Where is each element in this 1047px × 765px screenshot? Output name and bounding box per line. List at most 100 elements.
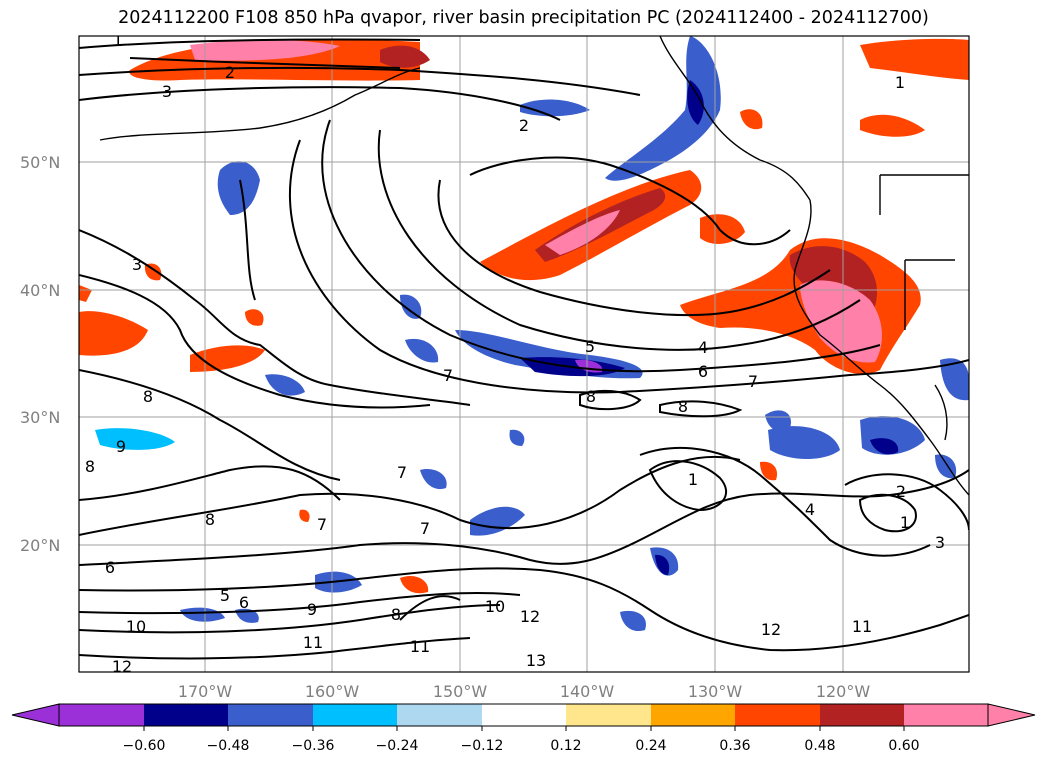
colorbar-segment xyxy=(566,704,651,726)
contour-label: 7 xyxy=(748,372,758,391)
shade-negative xyxy=(95,428,175,450)
map-title: 2024112200 F108 850 hPa qvapor, river ba… xyxy=(118,8,929,28)
colorbar-tick-label: 0.36 xyxy=(719,738,750,754)
shade-positive xyxy=(79,311,148,356)
contour-label: 4 xyxy=(805,500,815,519)
shade-positive xyxy=(79,285,92,302)
colorbar-tick-label: −0.12 xyxy=(461,738,504,754)
lon-label: 170°W xyxy=(178,682,233,701)
lon-label: 140°W xyxy=(560,682,615,701)
lon-label: 130°W xyxy=(688,682,743,701)
shade-negative xyxy=(935,454,957,479)
colorbar-tick-label: 0.12 xyxy=(550,738,581,754)
contour-label: 8 xyxy=(143,387,153,406)
map-frame xyxy=(78,35,970,673)
contour-label: 7 xyxy=(317,515,327,534)
shade-negative xyxy=(470,506,525,536)
shade-positive xyxy=(700,214,745,244)
contour-label: 11 xyxy=(852,617,872,636)
shade-positive xyxy=(860,38,969,80)
shade-negative xyxy=(405,338,439,363)
lon-label: 120°W xyxy=(816,682,871,701)
colorbar-tick-label: 0.24 xyxy=(635,738,666,754)
shade-negative xyxy=(217,161,260,215)
latitude-labels: 50°N 40°N 30°N 20°N xyxy=(20,153,60,555)
colorbar-ticks xyxy=(143,726,905,731)
shade-positive xyxy=(190,345,265,372)
contour-label: 7 xyxy=(443,366,453,385)
contour-label: 6 xyxy=(239,593,249,612)
contour-label: 8 xyxy=(586,387,596,406)
colorbar-tick-label: −0.36 xyxy=(292,738,335,754)
colorbar: −0.60 −0.48 −0.36 −0.24 −0.12 0.12 0.24 … xyxy=(11,703,1036,754)
contour-label: 8 xyxy=(391,605,401,624)
contour-label: 7 xyxy=(420,519,430,538)
shade-positive xyxy=(245,309,264,326)
shade-positive xyxy=(545,210,620,255)
contour-label: 2 xyxy=(896,482,906,501)
colorbar-segment xyxy=(904,704,988,726)
shade-negative xyxy=(620,610,646,632)
contour-label: 12 xyxy=(520,607,540,626)
lon-label: 160°W xyxy=(305,682,360,701)
colorbar-tick-label: −0.24 xyxy=(376,738,419,754)
shade-positive xyxy=(190,39,340,61)
contour-lines xyxy=(79,38,969,660)
shade-negative xyxy=(655,554,670,575)
shade-negative xyxy=(870,438,899,455)
colorbar-tick-label: −0.60 xyxy=(123,738,166,754)
contour-label: 3 xyxy=(132,255,142,274)
colorbar-segment xyxy=(228,704,313,726)
contour-label: 8 xyxy=(205,510,215,529)
shade-positive xyxy=(860,114,925,137)
contour-label: 4 xyxy=(698,338,708,357)
contour-label: 13 xyxy=(526,651,546,670)
contour-label: 11 xyxy=(410,637,430,656)
contour-label: 8 xyxy=(678,397,688,416)
shade-positive xyxy=(740,109,763,130)
colorbar-tick-label: 0.48 xyxy=(804,738,835,754)
shade-positive xyxy=(760,461,778,481)
coastlines xyxy=(99,36,969,496)
shade-negative xyxy=(509,429,525,446)
longitude-labels: 170°W 160°W 150°W 140°W 130°W 120°W xyxy=(178,682,871,701)
contour-label: 3 xyxy=(935,533,945,552)
contour-label: 5 xyxy=(220,586,230,605)
shade-negative xyxy=(940,358,969,401)
colorbar-tick-label: −0.48 xyxy=(207,738,250,754)
shade-negative xyxy=(765,410,791,432)
colorbar-outline xyxy=(58,703,989,727)
contour-label: 10 xyxy=(485,597,505,616)
shade-negative xyxy=(180,607,225,622)
shade-negative xyxy=(605,36,721,181)
colorbar-segment xyxy=(651,704,735,726)
shade-negative xyxy=(420,469,447,490)
colorbar-tick-label: 0.60 xyxy=(888,738,919,754)
contour-label: 6 xyxy=(105,558,115,577)
contour-label: 11 xyxy=(303,633,323,652)
contour-label: 2 xyxy=(519,116,529,135)
contour-label: 12 xyxy=(112,657,132,676)
contour-label: 8 xyxy=(85,457,95,476)
contour-label: 1 xyxy=(688,470,698,489)
colorbar-segment xyxy=(482,704,566,726)
lat-label: 40°N xyxy=(20,281,60,300)
contour-label-group: 1 2 3 2 1 3 4 5 6 7 7 8 8 8 9 8 7 7 7 8 … xyxy=(85,36,945,676)
colorbar-segment xyxy=(313,704,397,726)
lat-label: 30°N xyxy=(20,408,60,427)
lat-label: 50°N xyxy=(20,153,60,172)
contour-label: 5 xyxy=(585,337,595,356)
contour-label: 9 xyxy=(307,600,317,619)
shade-negative xyxy=(265,374,305,396)
contour-label: 9 xyxy=(116,437,126,456)
contour-label: 1 xyxy=(895,73,905,92)
shade-positive xyxy=(299,509,310,522)
contour-label: 7 xyxy=(397,463,407,482)
colorbar-segment xyxy=(820,704,904,726)
contour-label: 3 xyxy=(162,82,172,101)
shade-negative xyxy=(400,294,422,319)
shade-negative xyxy=(520,99,590,117)
contour-label: 10 xyxy=(126,617,146,636)
contour-label: 1 xyxy=(900,513,910,532)
